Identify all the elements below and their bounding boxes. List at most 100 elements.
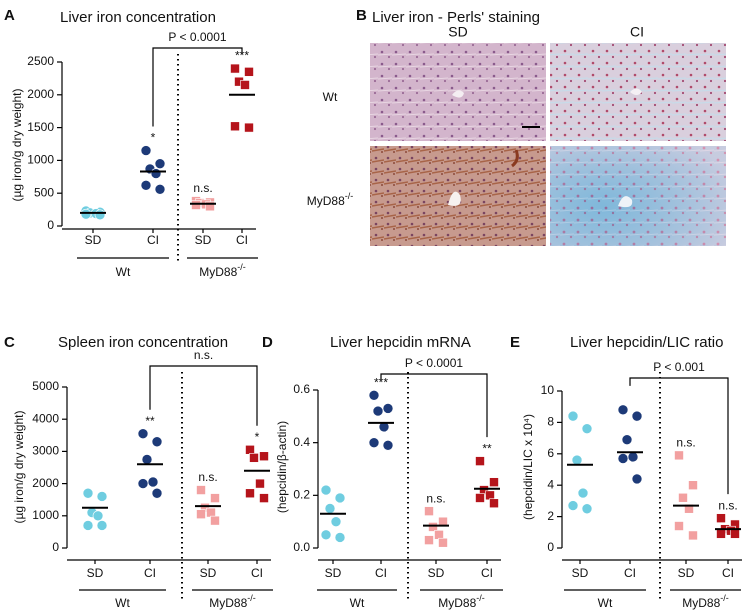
y-tick-label: 0 (47, 218, 54, 232)
x-tick-label: CI (624, 566, 636, 580)
group-label: Wt (115, 596, 130, 610)
data-point (205, 201, 215, 212)
vessel (630, 88, 642, 95)
y-axis-label: (µg iron/g dry weight) (12, 411, 26, 524)
significance-label: n.s. (426, 491, 445, 505)
group-label: MyD88-/- (199, 262, 246, 279)
row-label: Wt (323, 90, 338, 104)
significance-label: ** (482, 441, 492, 455)
data-point (249, 453, 259, 463)
data-point (567, 500, 579, 511)
data-point (320, 529, 332, 541)
x-tick-label: SD (572, 566, 589, 580)
group-label: Wt (350, 596, 365, 610)
chart-title: Liver hepcidin/LIC ratio (570, 334, 723, 351)
group-label-sup: -/- (476, 593, 485, 603)
significance-label: ** (145, 414, 155, 428)
data-point (621, 434, 633, 445)
data-point (255, 478, 265, 489)
data-point (678, 492, 688, 503)
panel-letter: A (4, 7, 15, 24)
data-point (150, 168, 162, 179)
x-tick-label: CI (147, 233, 159, 247)
y-tick-label: 8 (547, 415, 554, 429)
data-point (96, 491, 108, 502)
data-point (674, 450, 684, 461)
group-label-sup: -/- (247, 593, 256, 603)
y-tick-label: 5000 (32, 379, 59, 393)
micrograph-stain (550, 146, 726, 246)
data-point (259, 493, 269, 503)
group-label-sup: -/- (237, 262, 246, 272)
row-label-sup: -/- (345, 191, 354, 201)
data-point (147, 476, 159, 488)
data-point (627, 451, 639, 463)
data-point (428, 522, 438, 532)
data-point (151, 436, 163, 448)
group-label-main: MyD88 (438, 596, 476, 610)
y-tick-label: 4 (547, 477, 554, 491)
data-point (334, 492, 346, 504)
data-point (424, 535, 434, 545)
data-point (244, 67, 254, 77)
data-point (475, 456, 485, 466)
data-point (154, 183, 166, 195)
data-point (82, 487, 94, 499)
y-tick-label: 1000 (32, 508, 59, 522)
data-point (489, 477, 499, 487)
y-axis-label: (hepcidin/β-actin) (275, 421, 289, 513)
data-point (688, 530, 698, 541)
significance-label: *** (374, 375, 388, 389)
group-label: MyD88-/- (682, 593, 729, 610)
data-point (581, 503, 593, 515)
y-tick-label: 4000 (32, 411, 59, 425)
data-point (230, 63, 240, 74)
comparison-bracket (149, 365, 258, 426)
data-point (382, 439, 394, 451)
data-point (438, 537, 448, 548)
group-label: MyD88-/- (209, 593, 256, 610)
chart-title: Liver iron concentration (60, 9, 216, 26)
group-label: Wt (598, 596, 613, 610)
row-label-main: MyD88 (307, 194, 345, 208)
significance-label: * (151, 131, 156, 145)
x-tick-label: CI (144, 566, 156, 580)
y-tick-label: 2000 (27, 87, 54, 101)
data-point (210, 515, 220, 526)
column-label: SD (448, 24, 467, 40)
x-tick-label: SD (678, 566, 695, 580)
data-point (151, 487, 163, 499)
y-tick-label: 500 (34, 185, 54, 199)
data-point (368, 437, 380, 448)
data-point (244, 122, 254, 133)
x-tick-label: CI (375, 566, 387, 580)
data-point (475, 493, 485, 503)
data-point (372, 405, 384, 417)
data-point (368, 389, 380, 401)
data-point (330, 516, 342, 527)
significance-label: * (255, 430, 260, 444)
y-tick-label: 0.0 (293, 540, 310, 554)
significance-label: *** (235, 49, 249, 63)
vessel (618, 196, 633, 208)
data-point (684, 503, 694, 514)
panel-letter: E (510, 334, 520, 351)
panel-letter: C (4, 334, 15, 351)
y-tick-label: 0.2 (293, 488, 310, 502)
x-tick-label: SD (200, 566, 217, 580)
data-point (674, 521, 684, 531)
row-label: MyD88-/- (307, 191, 354, 208)
data-point (571, 454, 583, 466)
iron-deposit (511, 149, 519, 168)
data-point (424, 506, 434, 516)
group-label-sup: -/- (720, 593, 729, 603)
data-point (581, 423, 593, 434)
group-label: Wt (116, 265, 131, 279)
comparison-bracket (380, 373, 488, 438)
data-point (82, 520, 94, 531)
x-tick-label: CI (722, 566, 734, 580)
data-point (210, 493, 220, 503)
group-label: MyD88-/- (438, 593, 485, 610)
panel-letter: B (356, 7, 367, 24)
x-tick-label: SD (195, 233, 212, 247)
